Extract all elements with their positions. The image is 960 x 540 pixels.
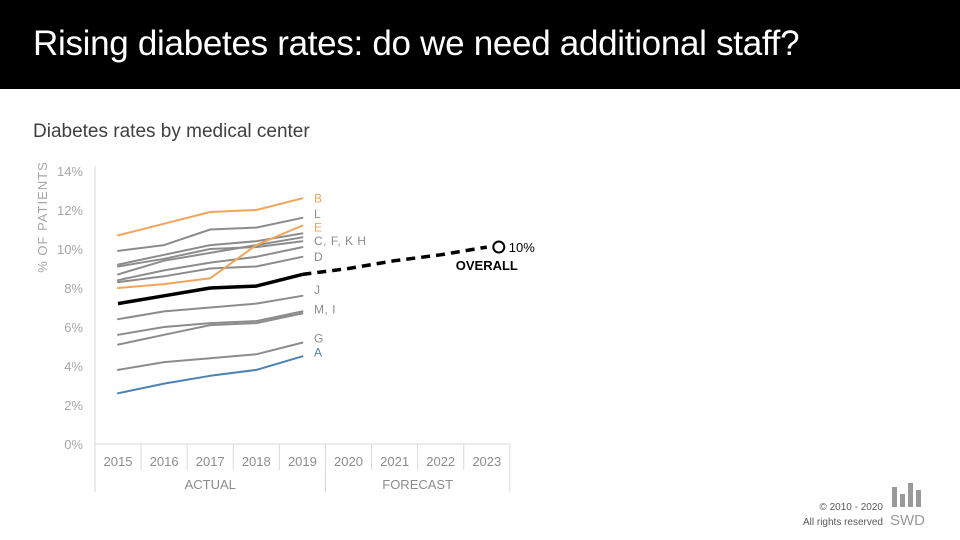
series-end-label: D xyxy=(314,250,323,264)
chart-axes: % OF PATIENTS 0% 2% 4% 6% 8% 10% 12% 14% 2015 2016… xyxy=(35,161,511,492)
rights-text: All rights reserved xyxy=(802,517,883,528)
x-tick-label: 2022 xyxy=(426,454,455,469)
series-line-m xyxy=(117,310,304,336)
title-bar: Rising diabetes rates: do we need additi… xyxy=(0,0,960,89)
overall-label: OVERALL xyxy=(456,258,518,273)
x-tick-label: 2016 xyxy=(150,454,179,469)
logo-text: SWD xyxy=(890,512,925,527)
series-line-h xyxy=(117,246,304,282)
y-tick-label: 6% xyxy=(64,320,83,335)
footer-copyright: © 2010 - 2020 All rights reserved xyxy=(803,500,883,530)
series-line-b xyxy=(117,197,304,237)
overall-forecast-line xyxy=(302,245,488,277)
slide-title: Rising diabetes rates: do we need additi… xyxy=(33,24,800,63)
series-line-d xyxy=(117,255,304,284)
group-label: ACTUAL xyxy=(185,477,236,492)
series-line-f xyxy=(117,236,304,276)
y-tick-label: 4% xyxy=(64,359,83,374)
overall-actual-line xyxy=(117,272,303,306)
series-line-l xyxy=(117,216,304,252)
x-tick-label: 2017 xyxy=(196,454,225,469)
series-end-label: J xyxy=(314,283,321,297)
y-tick-label: 10% xyxy=(57,242,83,257)
x-tick-label: 2019 xyxy=(288,454,317,469)
series-end-label: A xyxy=(314,345,323,359)
series-end-label: C, F, K H xyxy=(314,234,367,248)
x-tick-label: 2021 xyxy=(380,454,409,469)
group-label: FORECAST xyxy=(382,477,453,492)
overall-end-value: 10% xyxy=(509,240,535,255)
overall-end-marker xyxy=(492,240,506,254)
swd-logo: SWD xyxy=(890,483,925,527)
y-tick-label: 0% xyxy=(64,437,83,452)
series-line-a xyxy=(117,355,304,395)
series-line-g xyxy=(117,341,304,371)
x-tick-label: 2015 xyxy=(104,454,133,469)
chart-title: Diabetes rates by medical center xyxy=(33,121,310,142)
y-axis-title: % OF PATIENTS xyxy=(35,161,50,272)
x-tick-label: 2023 xyxy=(472,454,501,469)
series-end-label: L xyxy=(314,207,321,221)
series-line-k xyxy=(117,240,304,268)
y-tick-label: 8% xyxy=(64,281,83,296)
series-line-j xyxy=(117,294,304,321)
series-end-label: B xyxy=(314,191,323,205)
series-line-i xyxy=(117,312,304,346)
chart-series xyxy=(117,197,506,395)
series-line-e xyxy=(117,224,304,289)
series-end-label: M, I xyxy=(314,302,336,316)
y-tick-label: 12% xyxy=(57,203,83,218)
x-tick-label: 2020 xyxy=(334,454,363,469)
y-tick-label: 14% xyxy=(57,164,83,179)
y-tick-label: 2% xyxy=(64,398,83,413)
x-tick-label: 2018 xyxy=(242,454,271,469)
copyright-text: © 2010 - 2020 xyxy=(819,502,883,513)
series-end-label: E xyxy=(314,221,323,235)
series-end-label: G xyxy=(314,332,324,346)
